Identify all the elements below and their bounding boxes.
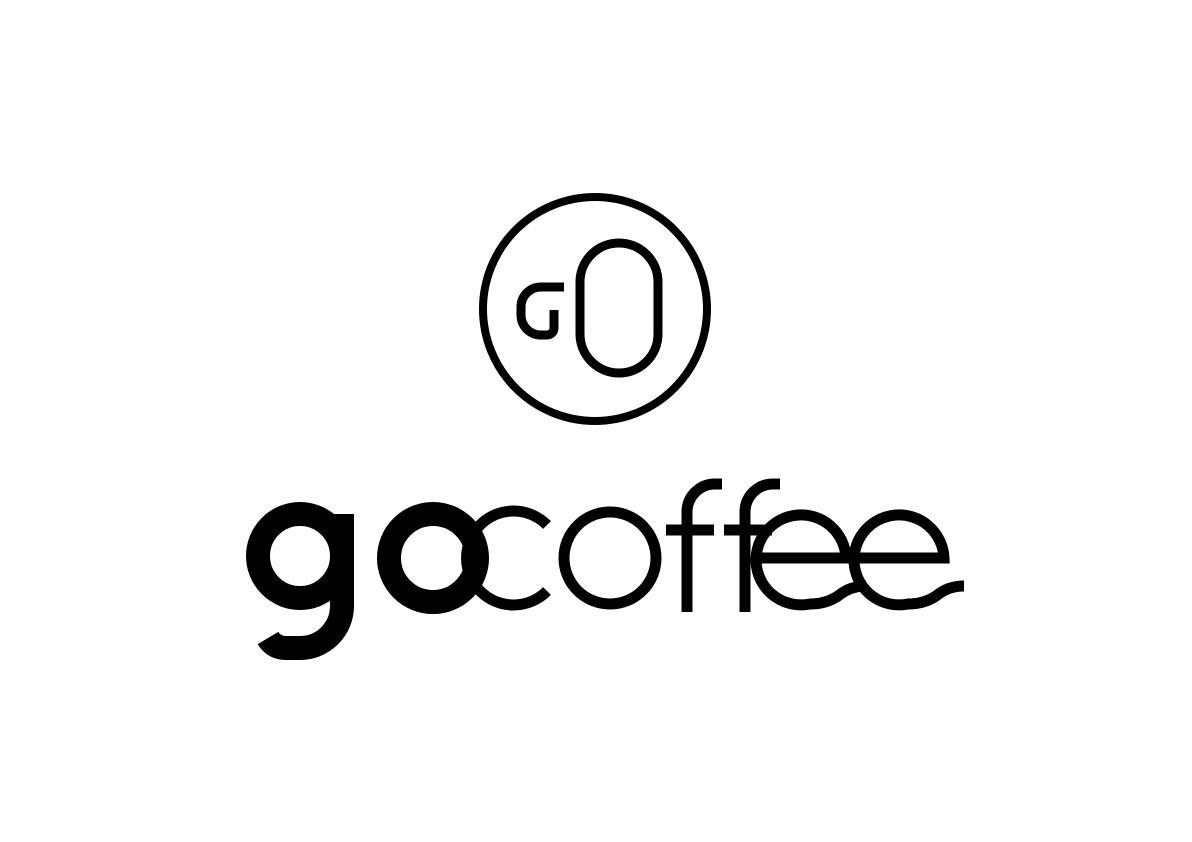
go-monogram-icon	[479, 193, 711, 425]
gocoffee-wordmark	[246, 478, 965, 660]
brand-name: gocoffee	[0, 0, 1, 1]
